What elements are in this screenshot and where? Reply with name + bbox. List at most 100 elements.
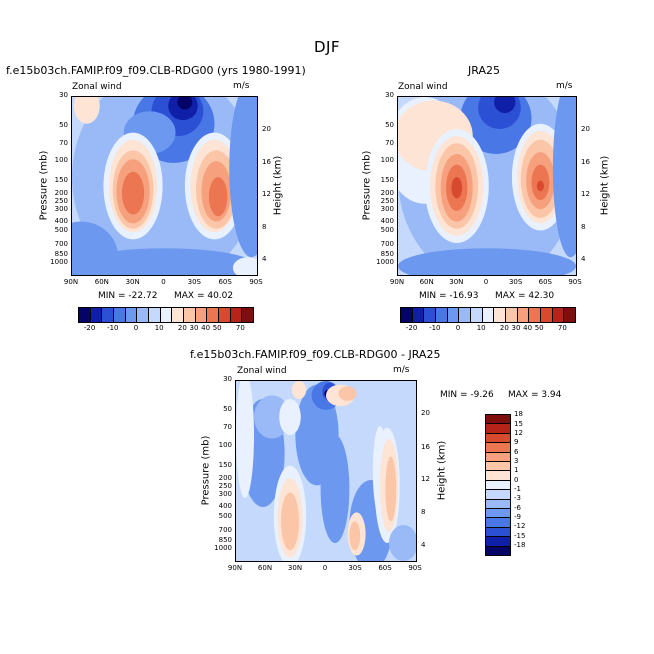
x-tick-label: 30N: [287, 564, 303, 572]
panel2-contour-region: [451, 177, 463, 199]
x-tick-label: 60S: [218, 278, 232, 286]
colorbar-label: 30: [511, 324, 521, 332]
y-right-tick-label: 12: [262, 189, 271, 198]
x-tick-label: 90N: [227, 564, 243, 572]
panel3-contour-region: [291, 381, 307, 399]
panel1-contour-region: [232, 257, 257, 275]
panel1-colorbar: [78, 307, 254, 323]
panel3-max: MAX = 3.94: [508, 390, 562, 400]
panel2-colorbar: [400, 307, 576, 323]
panel2-min: MIN = -16.93: [419, 291, 479, 301]
panel3-contour-region: [281, 492, 299, 551]
colorbar-label: 1: [514, 466, 519, 475]
y-tick-label: 200: [380, 188, 394, 197]
x-tick-label: 90N: [389, 278, 405, 286]
y-tick-label: 850: [54, 249, 68, 258]
panel3-colorbar: [485, 414, 511, 556]
colorbar-label: 30: [189, 324, 199, 332]
y-tick-label: 400: [54, 217, 68, 226]
colorbar-swatch: [541, 308, 553, 322]
y-tick-label: 100: [54, 155, 68, 164]
colorbar-swatch: [102, 308, 115, 322]
panel3-units: m/s: [393, 365, 410, 375]
colorbar-label: 15: [514, 419, 523, 428]
colorbar-swatch: [137, 308, 150, 322]
colorbar-label: 70: [235, 324, 245, 332]
panel2-field: [398, 97, 576, 275]
panel1-contour-region: [73, 97, 100, 124]
colorbar-swatch: [230, 308, 243, 322]
panel1-ylabel-right: Height (km): [272, 155, 284, 216]
colorbar-swatch: [436, 308, 448, 322]
x-tick-label: 90S: [408, 564, 422, 572]
colorbar-swatch: [517, 308, 530, 322]
panel1-contour-region: [177, 97, 193, 110]
y-tick-label: 500: [218, 511, 232, 520]
y-right-tick-label: 16: [581, 157, 590, 166]
colorbar-label: 6: [514, 447, 519, 456]
colorbar-swatch: [90, 308, 103, 322]
colorbar-swatch: [482, 308, 495, 322]
colorbar-swatch: [564, 308, 576, 322]
colorbar-swatch: [529, 308, 542, 322]
panel3-contour-region: [349, 521, 361, 551]
panel1-title: f.e15b03ch.FAMIP.f09_f09.CLB-RDG00 (yrs …: [6, 64, 306, 77]
colorbar-label: 70: [557, 324, 567, 332]
x-tick-label: 30S: [187, 278, 201, 286]
colorbar-label: 0: [133, 324, 139, 332]
panel2-contour-region: [398, 248, 576, 275]
y-right-tick-label: 8: [421, 508, 426, 517]
panel1-field: [72, 97, 257, 275]
y-tick-label: 70: [223, 423, 232, 432]
colorbar-swatch: [486, 433, 510, 444]
colorbar-swatch: [486, 527, 510, 538]
panel2-max: MAX = 42.30: [495, 291, 555, 301]
x-tick-label: 60S: [538, 278, 552, 286]
panel1-contour-region: [229, 97, 257, 258]
x-tick-label: 60N: [257, 564, 273, 572]
y-right-tick-label: 12: [421, 474, 430, 483]
colorbar-swatch: [424, 308, 437, 322]
colorbar-label: -20: [405, 324, 418, 332]
colorbar-label: 9: [514, 438, 519, 447]
y-tick-label: 500: [54, 226, 68, 235]
colorbar-label: 40: [523, 324, 533, 332]
y-tick-label: 250: [380, 197, 394, 206]
x-tick-label: 60N: [419, 278, 434, 286]
y-right-tick-label: 8: [581, 222, 586, 231]
y-tick-label: 850: [218, 535, 232, 544]
y-tick-label: 850: [380, 249, 394, 258]
colorbar-label: -12: [514, 522, 526, 531]
colorbar-label: 20: [177, 324, 187, 332]
colorbar-label: -1: [514, 485, 521, 493]
panel2-contour-region: [494, 97, 516, 114]
panel1-units: m/s: [233, 81, 250, 91]
colorbar-swatch: [207, 308, 220, 322]
panel3-contour-region: [320, 435, 350, 543]
colorbar-swatch: [459, 308, 472, 322]
panel3-contour-region: [279, 399, 301, 435]
colorbar-label: 10: [154, 324, 164, 332]
colorbar-swatch: [149, 308, 161, 322]
panel2-plot-area: [397, 96, 577, 276]
colorbar-swatch: [486, 462, 510, 472]
colorbar-swatch: [486, 424, 510, 434]
panel3-variable: Zonal wind: [237, 366, 287, 376]
panel1-contour-region: [208, 177, 228, 217]
panel2-variable: Zonal wind: [398, 82, 448, 92]
panel1-contour-region: [72, 248, 257, 275]
y-right-tick-label: 4: [262, 254, 267, 263]
x-tick-label: 0: [161, 278, 166, 286]
y-tick-label: 100: [218, 440, 232, 449]
y-tick-label: 50: [223, 405, 232, 414]
colorbar-swatch: [195, 308, 208, 322]
y-right-tick-label: 16: [421, 442, 430, 451]
colorbar-swatch: [160, 308, 173, 322]
colorbar-swatch: [242, 308, 254, 322]
y-right-tick-label: 12: [581, 189, 590, 198]
panel1-contour-region: [121, 171, 145, 215]
y-tick-label: 30: [59, 91, 68, 99]
colorbar-swatch: [486, 518, 510, 528]
panel3-title: f.e15b03ch.FAMIP.f09_f09.CLB-RDG00 - JRA…: [190, 348, 441, 361]
colorbar-swatch: [486, 415, 510, 425]
